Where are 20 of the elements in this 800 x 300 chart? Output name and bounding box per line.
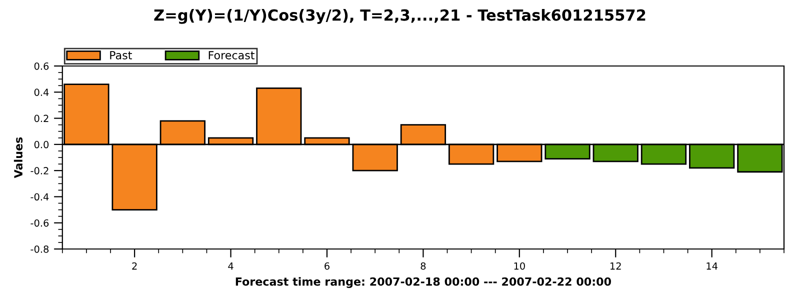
y-axis-title: Values xyxy=(14,137,23,178)
y-tick-label: 0.2 xyxy=(34,114,48,122)
legend-label: Forecast xyxy=(208,51,255,60)
y-tick-label: -0.6 xyxy=(30,219,49,227)
x-tick-label: 8 xyxy=(420,262,426,270)
y-tick-label: 0.0 xyxy=(34,140,49,148)
x-tick-label: 10 xyxy=(514,262,525,270)
y-tick-label: 0.4 xyxy=(34,88,49,96)
y-tick-label: -0.2 xyxy=(30,167,48,174)
x-tick-label: 14 xyxy=(706,262,718,270)
y-tick-label: -0.8 xyxy=(30,245,49,253)
x-tick-label: 2 xyxy=(132,262,137,270)
x-axis-title: Forecast time range: 2007-02-18 00:00 --- 2007-02-22 00:00 xyxy=(236,277,611,288)
x-tick-label: 4 xyxy=(228,262,234,270)
x-tick-label: 12 xyxy=(610,262,621,270)
legend-label: Past xyxy=(110,51,132,60)
y-tick-label: 0.6 xyxy=(34,62,49,70)
chart-title: Z=g(Y)=(1/Y)Cos(3y/2), T=2,3,...,21 - TestTask601215572 xyxy=(154,9,646,24)
x-tick-label: 6 xyxy=(324,262,330,270)
y-tick-label: -0.4 xyxy=(30,193,49,201)
